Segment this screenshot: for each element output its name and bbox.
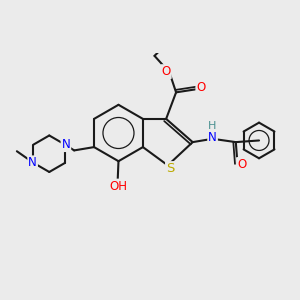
Text: H: H bbox=[208, 122, 216, 131]
Text: S: S bbox=[166, 162, 175, 175]
Text: O: O bbox=[237, 158, 246, 171]
Text: O: O bbox=[196, 81, 206, 94]
Text: N: N bbox=[61, 138, 70, 151]
Text: N: N bbox=[28, 156, 37, 170]
Text: O: O bbox=[161, 65, 171, 78]
Text: OH: OH bbox=[110, 180, 128, 193]
Text: N: N bbox=[208, 131, 217, 145]
